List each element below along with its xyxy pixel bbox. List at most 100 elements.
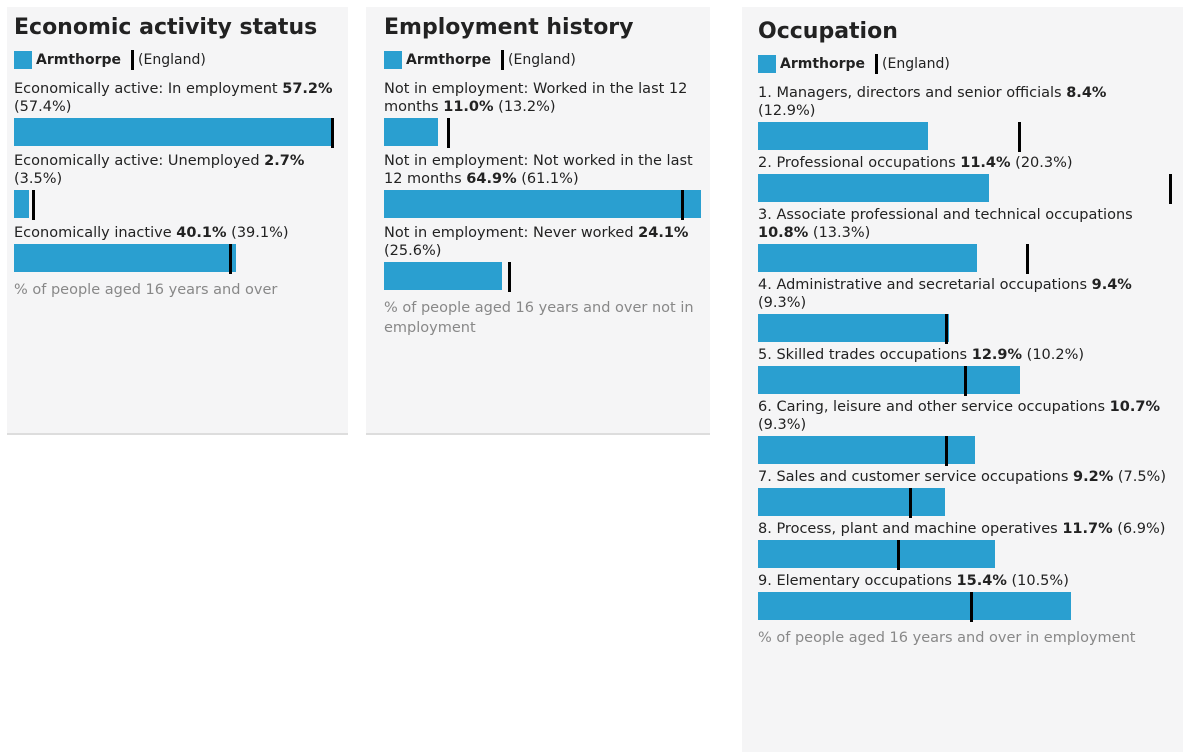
value-label: (61.1%) — [521, 171, 579, 187]
england-marker — [507, 262, 511, 292]
value-label: (13.3%) — [812, 225, 871, 241]
legend-label: Armthorpe — [780, 56, 866, 72]
value-label: (3.5%) — [14, 171, 63, 187]
row-label: Economically inactive 40.1% (39.1%) — [14, 224, 341, 242]
value-label: 2.7% — [264, 153, 305, 169]
bar — [14, 190, 29, 218]
category: Not in employment: Never worked — [384, 225, 634, 241]
legend-label: (England) — [138, 52, 206, 68]
bar-track — [758, 592, 1170, 622]
england-marker — [945, 436, 949, 466]
row-label: 9. Elementary occupations 15.4% (10.5%) — [758, 572, 1167, 590]
row-label: 5. Skilled trades occupations 12.9% (10.… — [758, 346, 1167, 364]
value-label: (7.5%) — [1117, 469, 1166, 485]
value-label: 11.0% — [443, 99, 494, 115]
value-label: (10.2%) — [1026, 347, 1085, 363]
legend: Armthorpe (England) — [384, 50, 703, 70]
england-marker — [896, 540, 900, 570]
bar-track — [14, 190, 332, 220]
category: Economically active: In employment — [14, 81, 278, 97]
bar — [14, 244, 237, 272]
value-label: 9.4% — [1091, 277, 1132, 293]
footnote: % of people aged 16 years and over in em… — [758, 630, 1136, 646]
bar — [758, 488, 945, 516]
value-label: 64.9% — [466, 171, 517, 187]
value-label: 8.4% — [1066, 85, 1107, 101]
bar — [758, 314, 949, 342]
legend: Armthorpe (England) — [14, 50, 341, 70]
value-label: 11.7% — [1062, 521, 1113, 537]
england-marker — [446, 118, 450, 148]
england-marker — [963, 366, 967, 396]
value-label: (13.2%) — [498, 99, 556, 115]
value-label: 11.4% — [960, 155, 1011, 171]
value-label: 15.4% — [956, 573, 1007, 589]
legend-label: (England) — [508, 52, 576, 68]
value-label: (9.3%) — [758, 295, 807, 311]
category: Economically inactive — [14, 225, 172, 241]
value-label: 24.1% — [638, 225, 689, 241]
category: 3. Associate professional and technical … — [758, 207, 1133, 223]
legend-label: Armthorpe — [406, 52, 492, 68]
category: 9. Elementary occupations — [758, 573, 952, 589]
row-label: 1. Managers, directors and senior offici… — [758, 84, 1167, 120]
category: 1. Managers, directors and senior offici… — [758, 85, 1062, 101]
row-label: 3. Associate professional and technical … — [758, 206, 1167, 242]
legend-marker — [875, 54, 879, 74]
category: Not in employment: Not worked in the las… — [384, 153, 693, 187]
bar — [758, 592, 1071, 620]
category: 6. Caring, leisure and other service occ… — [758, 399, 1106, 415]
bar-track — [758, 540, 1170, 570]
legend-swatch — [14, 51, 32, 69]
bar — [384, 262, 502, 290]
england-marker — [680, 190, 684, 220]
value-label: (39.1%) — [231, 225, 289, 241]
legend-label: Armthorpe — [36, 52, 122, 68]
bar — [384, 118, 438, 146]
row-label: Economically active: Unemployed 2.7% (3.… — [14, 152, 341, 188]
bar — [758, 540, 996, 568]
category: Economically active: Unemployed — [14, 153, 260, 169]
row-label: Not in employment: Not worked in the las… — [384, 152, 703, 188]
row-label: Economically active: In employment 57.2%… — [14, 80, 341, 116]
value-label: (9.3%) — [758, 417, 807, 433]
bar — [14, 118, 331, 146]
row-label: Not in employment: Never worked 24.1% (2… — [384, 224, 703, 260]
bar-track — [384, 262, 701, 292]
england-marker — [31, 190, 35, 220]
category: 8. Process, plant and machine operatives — [758, 521, 1058, 537]
value-label: 12.9% — [971, 347, 1023, 363]
bar-track — [758, 122, 1170, 152]
bar — [758, 174, 990, 202]
bar-track — [758, 314, 1170, 344]
value-label: (10.5%) — [1011, 573, 1069, 589]
category: 5. Skilled trades occupations — [758, 347, 968, 363]
category: 2. Professional occupations — [758, 155, 956, 171]
england-marker — [1018, 122, 1022, 152]
value-label: (25.6%) — [384, 243, 442, 259]
row-label: 2. Professional occupations 11.4% (20.3%… — [758, 154, 1167, 172]
legend-marker — [501, 50, 505, 70]
bar — [758, 244, 978, 272]
row-label: 6. Caring, leisure and other service occ… — [758, 398, 1167, 434]
bar — [758, 366, 1020, 394]
chart-title: Occupation — [758, 19, 898, 44]
category: Not in employment: Worked in the last 12… — [384, 81, 688, 115]
legend: Armthorpe (England) — [758, 54, 1167, 74]
legend-swatch — [384, 51, 402, 69]
chart-title: Employment history — [384, 15, 634, 40]
bar-track — [14, 118, 334, 148]
legend-label: (England) — [882, 56, 950, 72]
bar-track — [758, 488, 1170, 518]
panel: Economic activity status Armthorpe (Englan… — [7, 7, 348, 435]
row-label: 8. Process, plant and machine operatives… — [758, 520, 1167, 538]
england-marker — [945, 314, 949, 344]
bar — [758, 122, 929, 150]
row-label: 4. Administrative and secretarial occupa… — [758, 276, 1167, 312]
category: 4. Administrative and secretarial occupa… — [758, 277, 1088, 293]
chart-title: Economic activity status — [14, 15, 318, 40]
england-marker — [908, 488, 912, 518]
row-label: 7. Sales and customer service occupation… — [758, 468, 1167, 486]
value-label: (57.4%) — [14, 99, 72, 115]
